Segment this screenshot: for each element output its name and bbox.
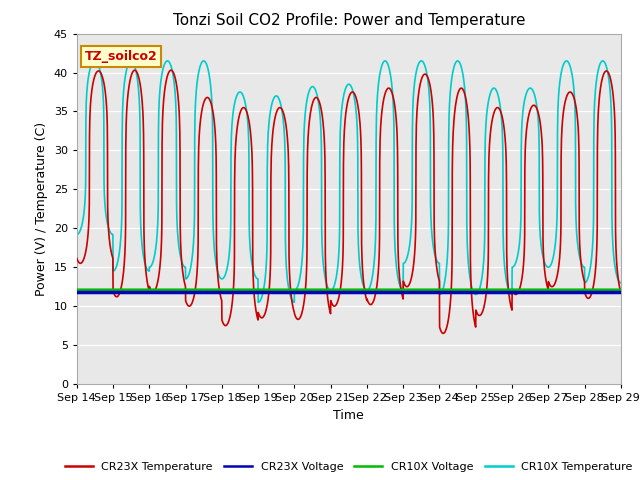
Y-axis label: Power (V) / Temperature (C): Power (V) / Temperature (C)	[35, 122, 48, 296]
X-axis label: Time: Time	[333, 408, 364, 421]
Title: Tonzi Soil CO2 Profile: Power and Temperature: Tonzi Soil CO2 Profile: Power and Temper…	[173, 13, 525, 28]
Legend: CR23X Temperature, CR23X Voltage, CR10X Voltage, CR10X Temperature: CR23X Temperature, CR23X Voltage, CR10X …	[60, 457, 637, 477]
Text: TZ_soilco2: TZ_soilco2	[85, 50, 157, 63]
